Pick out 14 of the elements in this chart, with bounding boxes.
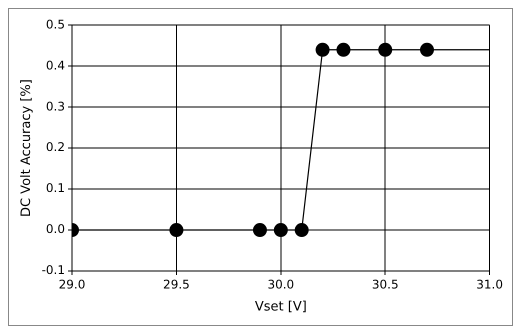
- y-axis-title: DC Volt Accuracy [%]: [19, 79, 34, 218]
- x-tick-label: 30.0: [267, 277, 294, 292]
- y-tick-label: 0.1: [46, 181, 66, 196]
- x-axis-title: Vset [V]: [254, 300, 307, 315]
- x-tick-label: 29.5: [163, 277, 190, 292]
- y-tick-label: 0.3: [46, 99, 66, 114]
- y-tick-label: 0.2: [46, 140, 66, 154]
- x-tick-label: 29.0: [58, 277, 86, 292]
- x-tick-label: 30.5: [372, 277, 399, 292]
- y-tick-label: -0.1: [42, 263, 66, 278]
- y-tick-label: 0.4: [46, 58, 66, 72]
- y-tick-label: 0.0: [46, 222, 66, 236]
- y-tick-label: 0.5: [46, 17, 66, 32]
- x-tick-label: 31.0: [476, 277, 503, 292]
